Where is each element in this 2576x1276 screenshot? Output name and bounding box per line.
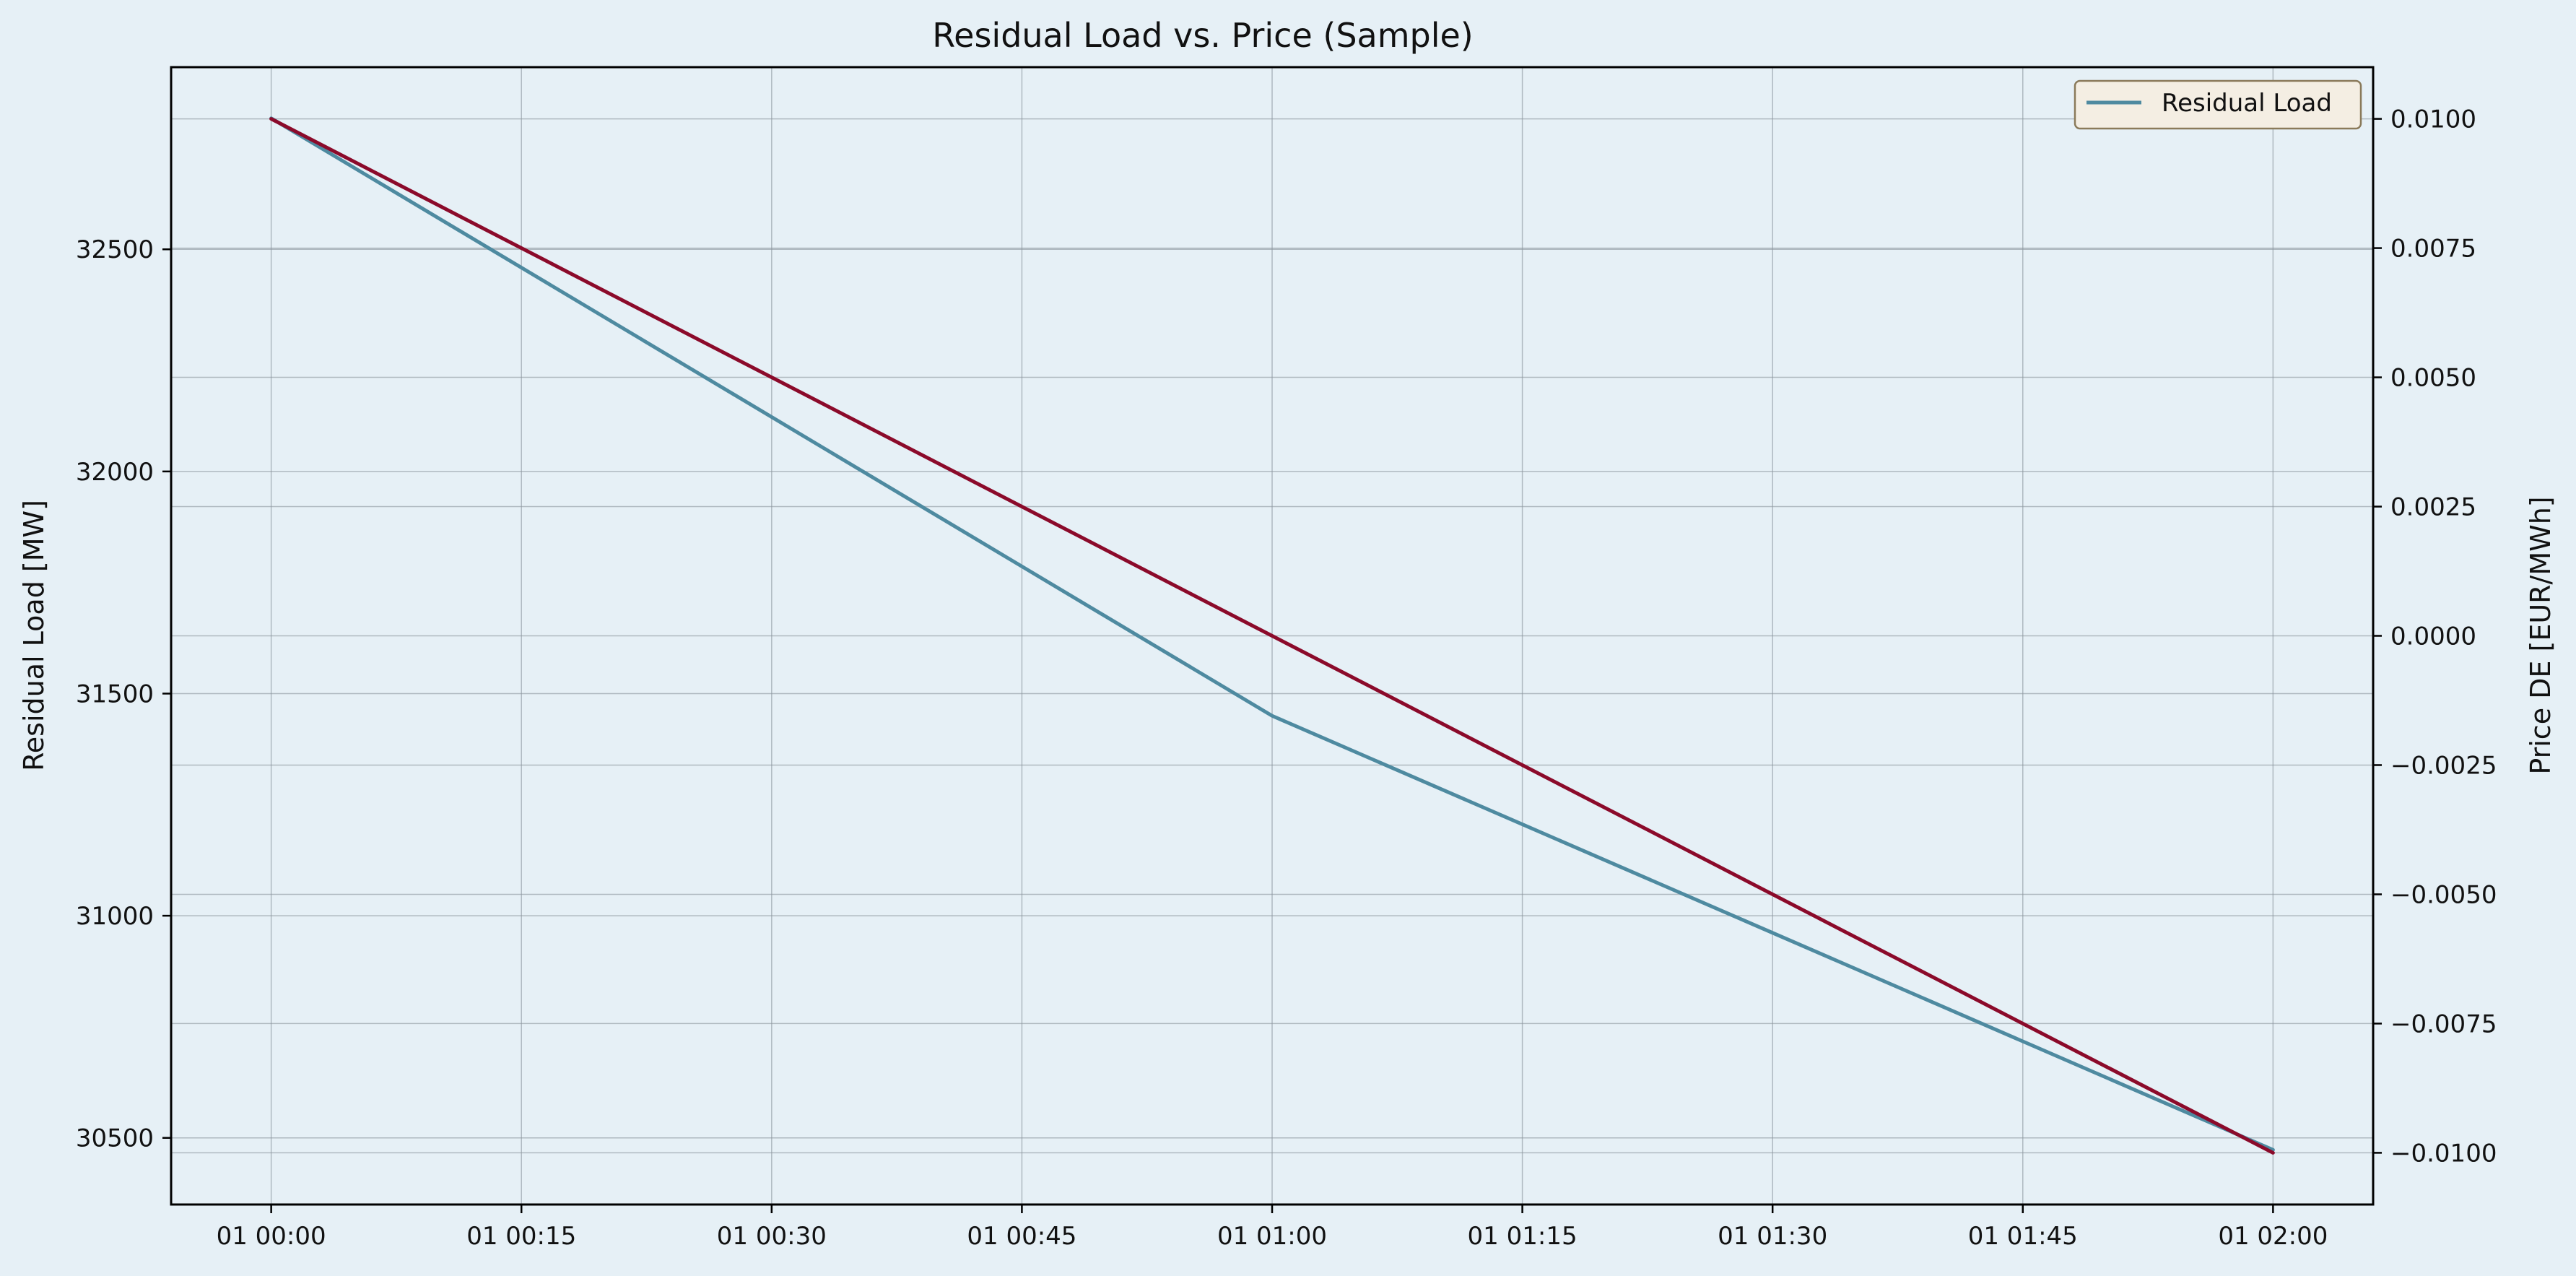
y-left-tick-label: 32500 xyxy=(76,235,154,264)
y-right-tick-label: 0.0075 xyxy=(2390,235,2476,264)
y-right-tick-label: 0.0025 xyxy=(2390,493,2476,522)
y-left-tick-label: 30500 xyxy=(76,1124,154,1153)
x-tick-label: 01 00:45 xyxy=(967,1222,1076,1251)
y-right-tick-label: −0.0100 xyxy=(2390,1139,2497,1168)
y-right-tick-label: −0.0075 xyxy=(2390,1010,2497,1038)
y-right-axis-label: Price DE [EUR/MWh] xyxy=(2525,496,2557,774)
y-left-tick-label: 32000 xyxy=(76,458,154,487)
x-tick-label: 01 01:30 xyxy=(1718,1222,1827,1251)
x-tick-label: 01 00:00 xyxy=(217,1222,326,1251)
x-tick-label: 01 01:45 xyxy=(1968,1222,2078,1251)
y-left-tick-label: 31000 xyxy=(76,902,154,931)
y-right-tick-label: −0.0050 xyxy=(2390,880,2497,909)
y-right-tick-label: 0.0000 xyxy=(2390,622,2476,651)
y-left-axis-label: Residual Load [MW] xyxy=(18,500,50,771)
x-tick-label: 01 01:15 xyxy=(1468,1222,1578,1251)
x-tick-label: 01 00:30 xyxy=(717,1222,827,1251)
x-tick-label: 01 00:15 xyxy=(466,1222,576,1251)
x-tick-label: 01 01:00 xyxy=(1217,1222,1327,1251)
legend-label-residual-load: Residual Load xyxy=(2162,89,2332,118)
y-left-tick-label: 31500 xyxy=(76,680,154,708)
x-tick-label: 01 02:00 xyxy=(2218,1222,2328,1251)
y-right-tick-label: 0.0100 xyxy=(2390,105,2476,134)
y-right-tick-label: 0.0050 xyxy=(2390,364,2476,393)
chart-title: Residual Load vs. Price (Sample) xyxy=(932,16,1474,55)
legend: Residual Load xyxy=(2075,81,2361,129)
y-right-tick-label: −0.0025 xyxy=(2390,751,2497,780)
